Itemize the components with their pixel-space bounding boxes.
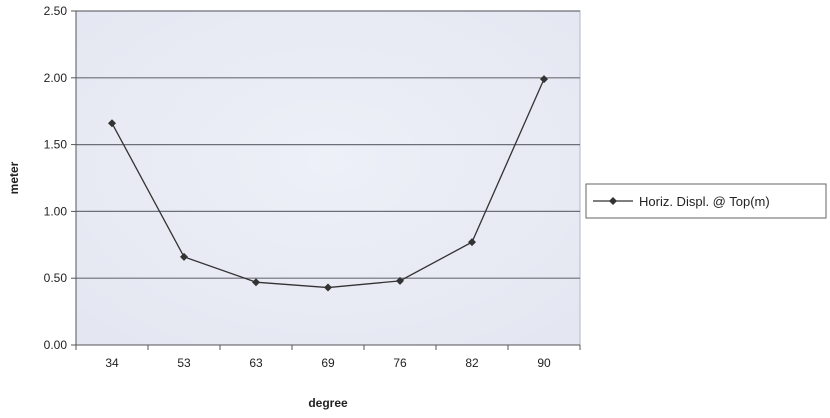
- axes: [71, 10, 581, 350]
- x-tick-label: 90: [537, 356, 551, 370]
- y-tick-label: 1.00: [44, 204, 68, 218]
- x-tick-labels: 34 53 63 69 76 82 90: [105, 356, 551, 370]
- y-axis-label: meter: [7, 161, 21, 194]
- x-tick-label: 82: [465, 356, 479, 370]
- legend-box: [585, 183, 827, 219]
- legend: Horiz. Displ. @ Top(m): [585, 183, 827, 219]
- y-tick-label: 1.50: [44, 138, 68, 152]
- x-tick-label: 63: [249, 356, 263, 370]
- data-point: [180, 252, 188, 261]
- data-point: [252, 278, 260, 287]
- x-tick-label: 76: [393, 356, 407, 370]
- legend-marker: [609, 197, 617, 205]
- x-axis-label: degree: [308, 396, 348, 410]
- y-tick-label: 2.50: [44, 4, 68, 18]
- legend-label: Horiz. Displ. @ Top(m): [639, 194, 770, 209]
- y-tick-label: 0.50: [44, 271, 68, 285]
- data-point: [540, 75, 548, 84]
- data-point: [468, 238, 476, 247]
- plot-area: [75, 10, 581, 346]
- x-tick-label: 53: [177, 356, 191, 370]
- y-tick-label: 0.00: [44, 338, 68, 352]
- data-point: [108, 119, 116, 128]
- y-tick-labels: 0.00 0.50 1.00 1.50 2.00 2.50: [44, 4, 68, 352]
- data-point: [396, 276, 404, 285]
- y-tick-label: 2.00: [44, 71, 68, 85]
- data-point: [324, 283, 332, 292]
- series-layer: [108, 75, 548, 292]
- x-tick-label: 34: [105, 356, 119, 370]
- x-tick-label: 69: [321, 356, 335, 370]
